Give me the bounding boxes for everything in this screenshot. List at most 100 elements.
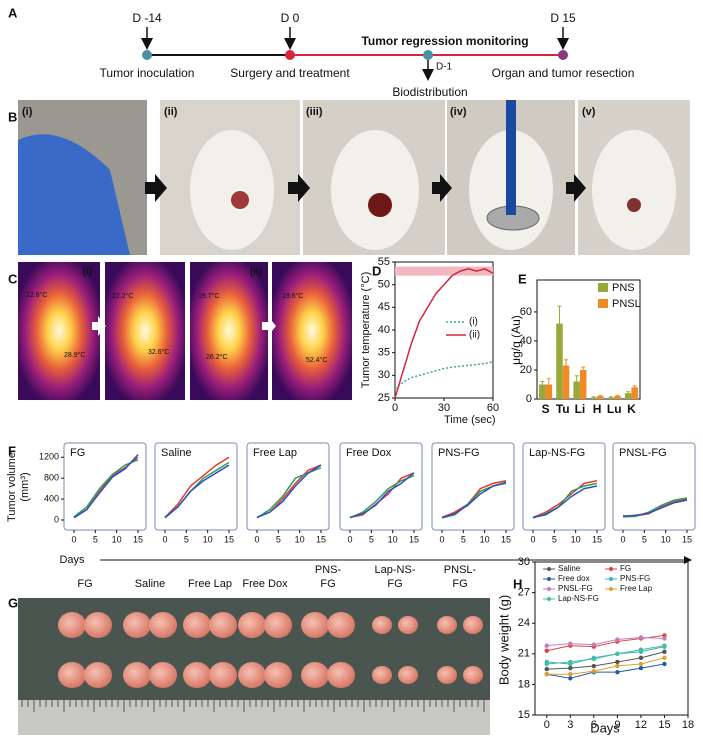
x-axis-label: Time (sec)	[444, 414, 496, 426]
data-point	[568, 641, 573, 646]
tumor	[183, 612, 211, 638]
chart-title: PNS-FG	[438, 447, 480, 459]
x-tick-label: Tu	[556, 402, 570, 416]
step-label: (iii)	[306, 106, 323, 118]
legend-marker	[547, 587, 551, 591]
data-point	[591, 656, 597, 662]
x-tick-label: 9	[614, 719, 620, 731]
panel-letter: F	[8, 443, 16, 458]
legend-label: Free Lap	[620, 584, 653, 593]
series-line	[256, 464, 322, 519]
x-tick-label: 10	[571, 534, 581, 544]
data-point	[544, 661, 549, 667]
data-point	[568, 665, 573, 671]
y-tick-label: 27	[518, 587, 530, 599]
tumor	[327, 662, 355, 688]
chart-title: Saline	[161, 447, 192, 459]
legend-marker	[547, 567, 551, 571]
x-tick-label: 10	[480, 534, 490, 544]
y-tick-label: 40	[378, 324, 390, 336]
y-tick-label: 21	[518, 648, 530, 660]
tumor	[398, 666, 418, 684]
panel-letter: H	[513, 576, 522, 591]
series-line	[546, 657, 665, 675]
y-tick-label: 25	[378, 392, 390, 404]
x-tick-label: 5	[461, 534, 466, 544]
series-line	[394, 267, 494, 399]
tumor	[209, 662, 237, 688]
x-tick-label: 0	[530, 534, 535, 544]
legend-label: Free dox	[558, 574, 590, 583]
thermal-label: (i)	[83, 267, 92, 278]
data-point	[568, 676, 573, 681]
legend-swatch	[598, 283, 608, 292]
group-label: Free Dox	[242, 578, 288, 590]
tumor	[84, 662, 112, 688]
tumor	[301, 662, 329, 688]
data-point	[638, 661, 644, 667]
data-point	[615, 669, 620, 675]
x-tick-label: 10	[388, 534, 398, 544]
data-point	[638, 655, 644, 661]
y-tick-label: 1200	[39, 452, 59, 462]
series-line	[532, 485, 598, 519]
bar	[614, 396, 621, 399]
event-label: Tumor inoculation	[100, 66, 195, 80]
x-tick-label: 0	[71, 534, 76, 544]
series-line	[441, 480, 507, 519]
legend-marker	[547, 577, 551, 581]
x-tick-label: 15	[592, 534, 602, 544]
bar	[545, 384, 553, 399]
legend-label: PNSL-FG	[558, 584, 593, 593]
x-tick-label: 0	[392, 402, 398, 414]
group-label: FG	[320, 578, 335, 590]
x-tick-label: 15	[501, 534, 511, 544]
series-line	[349, 474, 415, 519]
group-label: Free Lap	[188, 578, 232, 590]
step-label: (iv)	[450, 106, 467, 118]
series-line	[73, 459, 139, 518]
data-point	[544, 672, 549, 677]
step-label: (i)	[22, 106, 33, 118]
plot-frame	[63, 442, 147, 531]
x-tick-label: 15	[316, 534, 326, 544]
data-point	[568, 672, 573, 677]
highlight-band	[395, 266, 493, 276]
x-tick-label: 10	[661, 534, 671, 544]
y-tick-label: 30	[378, 369, 390, 381]
event-label: Biodistribution	[392, 85, 467, 99]
series-line	[441, 481, 507, 519]
x-axis-label: Days	[590, 720, 620, 735]
chart-title: Free Lap	[253, 447, 297, 459]
plot-frame	[522, 442, 606, 531]
x-tick-label: 15	[133, 534, 143, 544]
x-tick-label: 5	[184, 534, 189, 544]
x-tick-label: 3	[567, 719, 573, 731]
legend-label: (ii)	[469, 330, 480, 341]
event-dot	[285, 50, 295, 60]
tumor	[123, 662, 151, 688]
panel-letter: E	[518, 271, 527, 286]
data-point	[638, 665, 644, 671]
x-tick-label: H	[593, 402, 602, 416]
legend-marker	[609, 567, 613, 571]
y-tick-label: 60	[520, 306, 532, 318]
tumor	[372, 666, 392, 684]
x-tick-label: 18	[682, 719, 694, 731]
data-point	[615, 659, 620, 665]
series-line	[164, 456, 230, 518]
y-tick-label: 400	[44, 493, 59, 503]
plot-frame	[536, 279, 641, 400]
x-tick-label: 5	[276, 534, 281, 544]
y-tick-label: 45	[378, 301, 390, 313]
y-tick-label: 30	[518, 556, 530, 568]
series-line	[622, 497, 688, 518]
data-point	[615, 651, 620, 656]
legend-marker	[609, 577, 613, 581]
x-tick-label: 6	[591, 719, 597, 731]
panel-letter: A	[8, 5, 18, 20]
tumor	[149, 662, 177, 688]
tumor	[301, 612, 329, 638]
bar	[597, 396, 604, 399]
legend-label: (i)	[469, 317, 478, 328]
